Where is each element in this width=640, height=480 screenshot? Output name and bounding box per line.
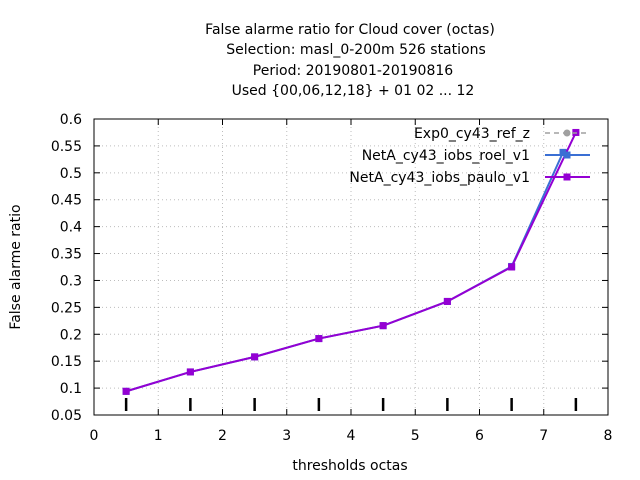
- data-point: [379, 322, 387, 330]
- y-axis-label: False alarme ratio: [8, 204, 24, 329]
- data-point: [122, 387, 130, 395]
- x-tick-label: 6: [475, 428, 484, 444]
- x-tick-label: 0: [90, 428, 99, 444]
- x-tick-label: 5: [411, 428, 420, 444]
- legend-label: NetA_cy43_iobs_roel_v1: [362, 148, 530, 164]
- title-line-1: False alarme ratio for Cloud cover (octa…: [205, 22, 495, 38]
- y-tick-label: 0.05: [51, 408, 82, 424]
- title-line-4: Used {00,06,12,18} + 01 02 ... 12: [232, 83, 475, 99]
- data-point: [563, 129, 571, 137]
- data-point: [563, 173, 571, 181]
- x-tick-label: 4: [347, 428, 356, 444]
- y-tick-label: 0.6: [60, 112, 82, 128]
- series-lines: [122, 128, 580, 395]
- legend-label: NetA_cy43_iobs_paulo_v1: [349, 170, 530, 186]
- x-tick-label: 1: [154, 428, 163, 444]
- y-tick-label: 0.5: [60, 166, 82, 182]
- series-line: [125, 132, 577, 393]
- x-tick-label: 8: [604, 428, 613, 444]
- x-tick-label: 3: [282, 428, 291, 444]
- y-tick-label: 0.15: [51, 354, 82, 370]
- data-point: [443, 297, 451, 305]
- title-line-3: Period: 20190801-20190816: [253, 63, 453, 79]
- data-point: [315, 335, 323, 343]
- data-point: [559, 148, 567, 156]
- y-tick-label: 0.4: [60, 220, 82, 236]
- axis-ticks: 0.05 0.1 0.15 0.2 0.25 0.3 0.35 0.4 0.45 0.5 0.55 0…: [51, 112, 613, 444]
- legend: Exp0_cy43_ref_z NetA_cy43_iobs_roel_v1 Net…: [349, 126, 590, 186]
- y-tick-label: 0.45: [51, 193, 82, 209]
- title-line-2: Selection: masl_0-200m 526 stations: [226, 42, 486, 58]
- chart-title: False alarme ratio for Cloud cover (octa…: [205, 22, 495, 99]
- x-axis-label: thresholds octas: [292, 458, 407, 474]
- x-tick-label: 7: [539, 428, 548, 444]
- data-point: [508, 263, 516, 271]
- y-tick-label: 0.3: [60, 273, 82, 289]
- x-tick-label: 2: [218, 428, 227, 444]
- legend-label: Exp0_cy43_ref_z: [414, 126, 530, 142]
- count-markers: [124, 398, 578, 411]
- data-point: [563, 151, 571, 159]
- y-tick-label: 0.35: [51, 247, 82, 263]
- y-tick-label: 0.55: [51, 139, 82, 155]
- data-point: [251, 353, 259, 361]
- grid: [94, 119, 608, 415]
- y-tick-label: 0.2: [60, 327, 82, 343]
- y-tick-label: 0.1: [60, 381, 82, 397]
- data-point: [186, 368, 194, 376]
- y-tick-label: 0.25: [51, 300, 82, 316]
